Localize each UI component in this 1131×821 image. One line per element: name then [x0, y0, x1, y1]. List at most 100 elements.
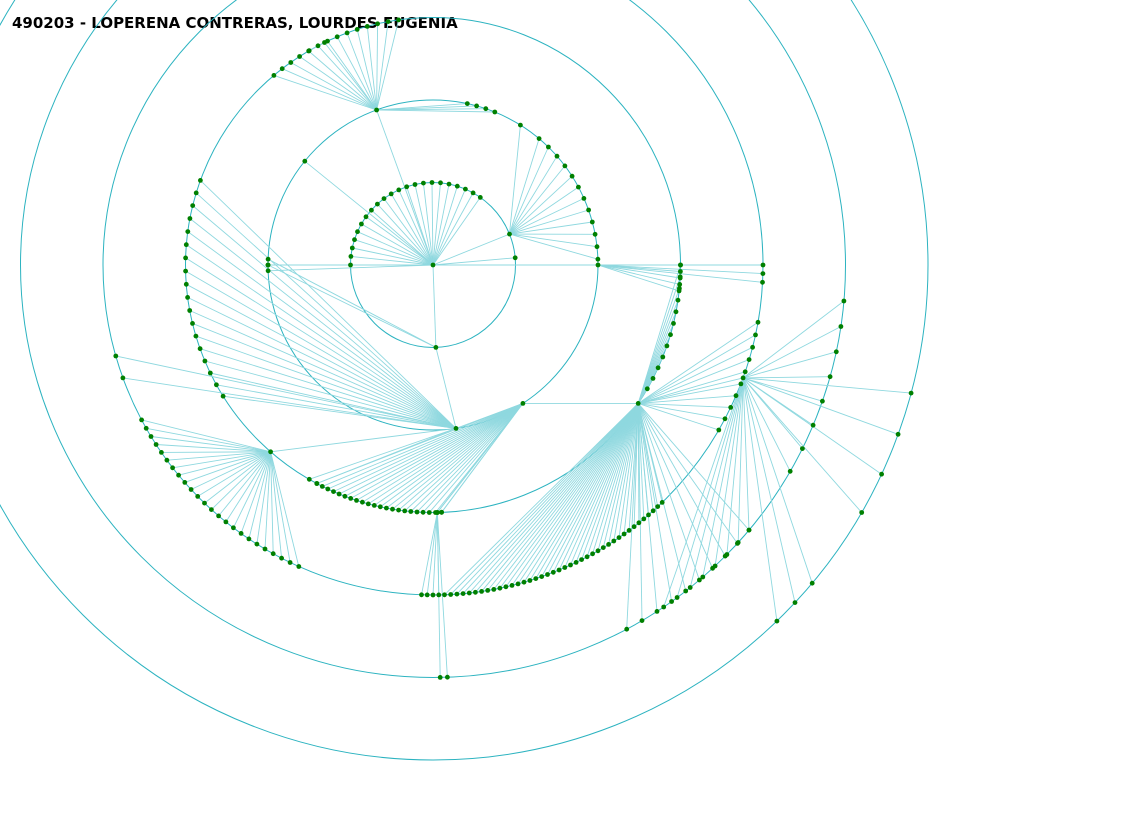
person-node[interactable]	[390, 506, 395, 512]
person-node[interactable]	[375, 201, 380, 207]
person-node[interactable]	[724, 552, 730, 557]
person-node[interactable]	[787, 468, 793, 474]
person-node[interactable]	[364, 24, 370, 29]
person-node[interactable]	[202, 500, 207, 506]
person-node[interactable]	[573, 560, 579, 565]
person-node[interactable]	[424, 592, 430, 598]
person-node[interactable]	[569, 173, 575, 179]
person-node[interactable]	[445, 674, 450, 680]
person-node[interactable]	[740, 375, 746, 381]
person-node[interactable]	[336, 491, 342, 497]
person-node[interactable]	[315, 43, 321, 49]
person-node[interactable]	[231, 525, 236, 531]
person-node[interactable]	[183, 268, 189, 274]
person-node[interactable]	[246, 536, 252, 542]
person-node[interactable]	[546, 144, 551, 150]
person-node[interactable]	[589, 219, 595, 225]
person-node[interactable]	[202, 358, 208, 364]
person-node[interactable]	[183, 255, 189, 261]
person-node[interactable]	[209, 507, 214, 512]
person-node[interactable]	[742, 369, 748, 375]
person-node[interactable]	[306, 476, 312, 482]
person-node[interactable]	[214, 382, 219, 388]
person-node[interactable]	[738, 381, 744, 387]
person-node[interactable]	[265, 268, 271, 274]
person-node[interactable]	[473, 589, 478, 595]
person-node[interactable]	[650, 376, 656, 381]
person-node[interactable]	[590, 551, 595, 557]
person-node[interactable]	[348, 254, 354, 259]
person-node[interactable]	[678, 269, 683, 274]
person-node[interactable]	[616, 535, 622, 540]
person-node[interactable]	[381, 196, 387, 202]
person-node[interactable]	[344, 30, 350, 36]
person-node[interactable]	[722, 416, 728, 422]
person-node[interactable]	[448, 592, 454, 597]
person-node[interactable]	[363, 214, 369, 220]
person-node[interactable]	[595, 262, 601, 268]
person-node[interactable]	[385, 19, 391, 24]
person-node[interactable]	[371, 503, 377, 508]
person-node[interactable]	[170, 465, 176, 471]
person-node[interactable]	[753, 332, 758, 338]
person-node[interactable]	[800, 446, 805, 451]
person-node[interactable]	[474, 103, 479, 109]
person-node[interactable]	[554, 153, 560, 159]
person-node[interactable]	[503, 584, 509, 590]
person-node[interactable]	[375, 21, 380, 27]
person-node[interactable]	[664, 343, 670, 349]
person-node[interactable]	[288, 60, 294, 65]
person-node[interactable]	[190, 321, 195, 326]
person-node[interactable]	[434, 510, 440, 515]
person-node[interactable]	[319, 484, 325, 489]
person-node[interactable]	[374, 107, 379, 113]
person-node[interactable]	[676, 288, 682, 294]
person-node[interactable]	[678, 262, 683, 268]
person-node[interactable]	[838, 324, 844, 329]
person-node[interactable]	[183, 281, 189, 287]
person-node[interactable]	[454, 183, 460, 189]
person-node[interactable]	[521, 579, 527, 585]
person-node[interactable]	[325, 486, 331, 492]
person-node[interactable]	[153, 442, 159, 447]
person-node[interactable]	[442, 592, 447, 598]
person-node[interactable]	[414, 509, 420, 515]
person-node[interactable]	[466, 590, 472, 596]
person-node[interactable]	[477, 195, 483, 200]
person-node[interactable]	[677, 282, 683, 287]
person-node[interactable]	[750, 344, 755, 350]
person-node[interactable]	[520, 401, 526, 406]
person-node[interactable]	[419, 592, 424, 598]
person-node[interactable]	[479, 589, 484, 594]
person-node[interactable]	[193, 190, 199, 196]
person-node[interactable]	[223, 519, 229, 525]
person-node[interactable]	[600, 545, 606, 550]
person-node[interactable]	[348, 496, 354, 501]
person-node[interactable]	[354, 27, 360, 32]
person-node[interactable]	[492, 109, 498, 115]
person-node[interactable]	[438, 180, 443, 186]
person-node[interactable]	[470, 190, 476, 196]
person-node[interactable]	[568, 562, 573, 568]
person-node[interactable]	[279, 555, 284, 561]
person-node[interactable]	[296, 564, 302, 569]
person-node[interactable]	[279, 66, 285, 72]
person-node[interactable]	[595, 256, 601, 262]
person-node[interactable]	[314, 481, 320, 486]
person-node[interactable]	[287, 560, 293, 565]
person-node[interactable]	[660, 354, 666, 360]
person-node[interactable]	[195, 494, 201, 499]
person-node[interactable]	[159, 450, 164, 455]
person-node[interactable]	[735, 540, 741, 545]
person-node[interactable]	[342, 493, 348, 499]
person-node[interactable]	[760, 279, 765, 285]
person-node[interactable]	[584, 554, 590, 560]
person-node[interactable]	[198, 178, 203, 183]
person-node[interactable]	[268, 449, 273, 455]
person-node[interactable]	[760, 262, 766, 268]
person-node[interactable]	[365, 501, 371, 507]
person-node[interactable]	[331, 489, 336, 494]
person-node[interactable]	[216, 513, 222, 519]
person-node[interactable]	[774, 618, 780, 624]
person-node[interactable]	[669, 599, 674, 604]
